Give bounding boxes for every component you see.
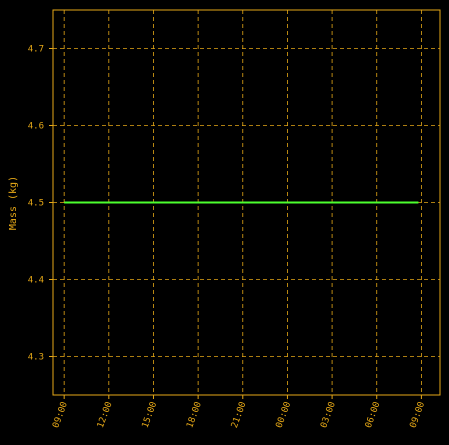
y-tick-label: 4.5	[28, 199, 44, 209]
plot-frame	[52, 9, 441, 396]
grid	[49, 10, 440, 399]
x-tick-label: 18:00	[185, 401, 204, 430]
x-tick-label: 21:00	[230, 401, 249, 430]
x-tick-label: 03:00	[319, 401, 338, 430]
y-tick-label: 4.3	[28, 353, 44, 363]
x-tick-label: 09:00	[409, 401, 428, 430]
x-tick-label: 15:00	[141, 401, 160, 430]
x-tick-label: 06:00	[364, 401, 383, 430]
y-tick-labels: 4.3 4.4 4.5 4.6 4.7	[28, 45, 44, 363]
y-axis-label: Mass (kg)	[8, 176, 19, 230]
y-tick-label: 4.6	[28, 122, 44, 132]
x-tick-label: 09:00	[51, 401, 70, 430]
x-tick-labels: 09:00 12:00 15:00 18:00 21:00 00:00 03:00 06:00…	[51, 401, 427, 430]
x-tick-label: 12:00	[96, 401, 115, 430]
y-tick-label: 4.7	[28, 45, 44, 55]
y-tick-label: 4.4	[28, 276, 44, 286]
x-tick-label: 00:00	[275, 401, 294, 430]
